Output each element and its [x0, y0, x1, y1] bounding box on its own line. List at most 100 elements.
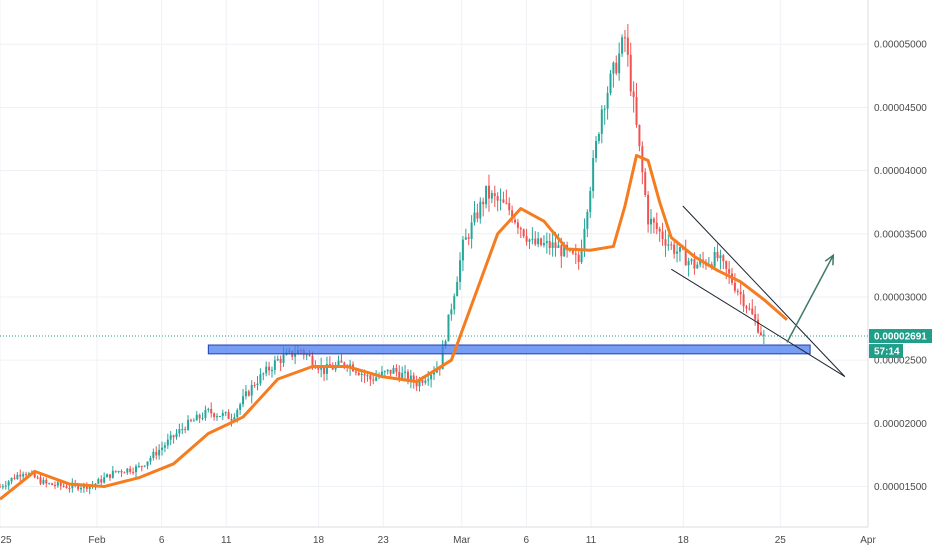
- y-tick-label: 0.00002000: [874, 419, 927, 430]
- candle-body: [68, 487, 71, 489]
- candle-body: [106, 474, 109, 478]
- candle-body: [580, 248, 583, 263]
- candle-body: [490, 193, 493, 199]
- candle-body: [699, 259, 702, 265]
- candle-body: [629, 54, 632, 92]
- candle-body: [542, 243, 545, 246]
- candle-body: [673, 244, 676, 254]
- candle-body: [667, 244, 670, 246]
- candle-body: [80, 487, 83, 490]
- candle-body: [759, 332, 762, 335]
- candle-body: [88, 485, 91, 489]
- candle-body: [745, 306, 748, 309]
- candle-body: [516, 222, 519, 228]
- candle-body: [461, 239, 464, 261]
- x-tick-label: 25: [775, 535, 787, 546]
- candle-body: [418, 379, 421, 387]
- candle-body: [204, 409, 207, 418]
- candle-body: [143, 465, 146, 467]
- candle-body: [100, 479, 103, 483]
- candle-body: [592, 158, 595, 192]
- candle-body: [537, 238, 540, 245]
- candle-body: [678, 247, 681, 252]
- candle-body: [383, 371, 386, 373]
- candle-body: [181, 429, 184, 431]
- candle-body: [323, 365, 326, 374]
- candle-body: [404, 371, 407, 373]
- candle-body: [111, 470, 114, 478]
- candle-body: [485, 185, 488, 205]
- candle-body: [25, 474, 28, 476]
- candle-body: [308, 354, 311, 356]
- candle-body: [586, 212, 589, 229]
- candle-body: [56, 482, 59, 486]
- candle-body: [65, 486, 68, 488]
- candle-body: [502, 199, 505, 203]
- candle-body: [123, 472, 126, 474]
- candle-body: [647, 194, 650, 225]
- candle-body: [19, 474, 22, 477]
- candle-body: [444, 341, 447, 347]
- candle-body: [467, 237, 470, 239]
- candle-body: [242, 396, 245, 405]
- candle-body: [658, 228, 661, 232]
- candle-body: [748, 308, 751, 310]
- candle-body: [618, 53, 621, 74]
- candle-body: [259, 374, 262, 384]
- candle-body: [372, 379, 375, 381]
- candle-body: [22, 474, 25, 477]
- candle-body: [132, 471, 135, 473]
- candle-body: [354, 371, 357, 373]
- candle-body: [621, 37, 624, 54]
- candle-body: [244, 391, 247, 397]
- candle-body: [534, 238, 537, 245]
- candle-body: [606, 92, 609, 109]
- candle-body: [120, 471, 123, 473]
- candle-body: [655, 222, 658, 229]
- x-tick-label: 11: [586, 535, 597, 546]
- candle-body: [406, 371, 409, 382]
- candle-body: [201, 417, 204, 419]
- x-tick-label: 6: [524, 535, 530, 546]
- support-zone: [207, 344, 811, 355]
- candle-body: [161, 447, 164, 450]
- candle-body: [615, 62, 618, 74]
- candle-body: [239, 404, 242, 410]
- candle-body: [574, 253, 577, 255]
- candle-body: [522, 229, 525, 237]
- x-tick-label: 18: [313, 535, 325, 546]
- candle-body: [103, 477, 106, 483]
- candle-body: [728, 269, 731, 274]
- candle-body: [528, 239, 531, 242]
- candle-body: [505, 202, 508, 204]
- y-tick-label: 0.00003000: [874, 292, 927, 303]
- candle-body: [45, 479, 48, 484]
- x-tick-label: Feb: [88, 535, 106, 546]
- candle-body: [545, 241, 548, 244]
- candle-body: [279, 358, 282, 363]
- candle-body: [51, 483, 54, 485]
- candle-body: [644, 172, 647, 195]
- candle-body: [97, 479, 100, 484]
- candle-body: [433, 372, 435, 375]
- candle-body: [563, 244, 566, 257]
- candle-body: [175, 433, 178, 438]
- candle-body: [427, 379, 430, 381]
- candle-body: [134, 466, 137, 473]
- candle-body: [595, 141, 598, 159]
- candle-body: [722, 255, 725, 262]
- moving-average: [0, 153, 788, 501]
- candle-body: [53, 484, 56, 486]
- candle-body: [210, 408, 213, 414]
- candle-body: [331, 367, 334, 370]
- candle-body: [623, 37, 626, 39]
- candle-body: [1, 486, 4, 488]
- candle-body: [525, 236, 528, 242]
- candle-body: [487, 185, 490, 199]
- projection-arrow-shaft: [786, 254, 834, 343]
- candle-body: [189, 419, 192, 421]
- candle-body: [650, 218, 652, 225]
- candle-body: [155, 451, 158, 456]
